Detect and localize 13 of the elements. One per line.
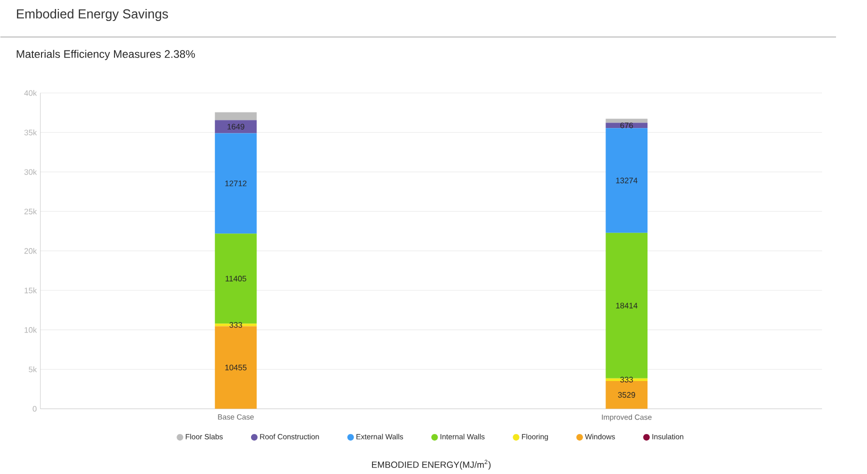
- bar: [214, 234, 257, 324]
- bar: [214, 120, 257, 134]
- bar: [214, 133, 257, 234]
- x-axis-title: EMBODIED ENERGY(MJ/m$^{2}$): [372, 460, 491, 470]
- chart-subtitle: Materials Efficiency Measures 2.38%: [16, 50, 195, 60]
- bar: [214, 112, 257, 120]
- bar: [606, 118, 648, 123]
- bar: [214, 324, 257, 326]
- bar: [214, 326, 257, 409]
- bar: [606, 233, 648, 378]
- chart-title: Embodied Energy Savings: [16, 9, 168, 22]
- bar: [606, 128, 648, 234]
- bar: [606, 381, 648, 409]
